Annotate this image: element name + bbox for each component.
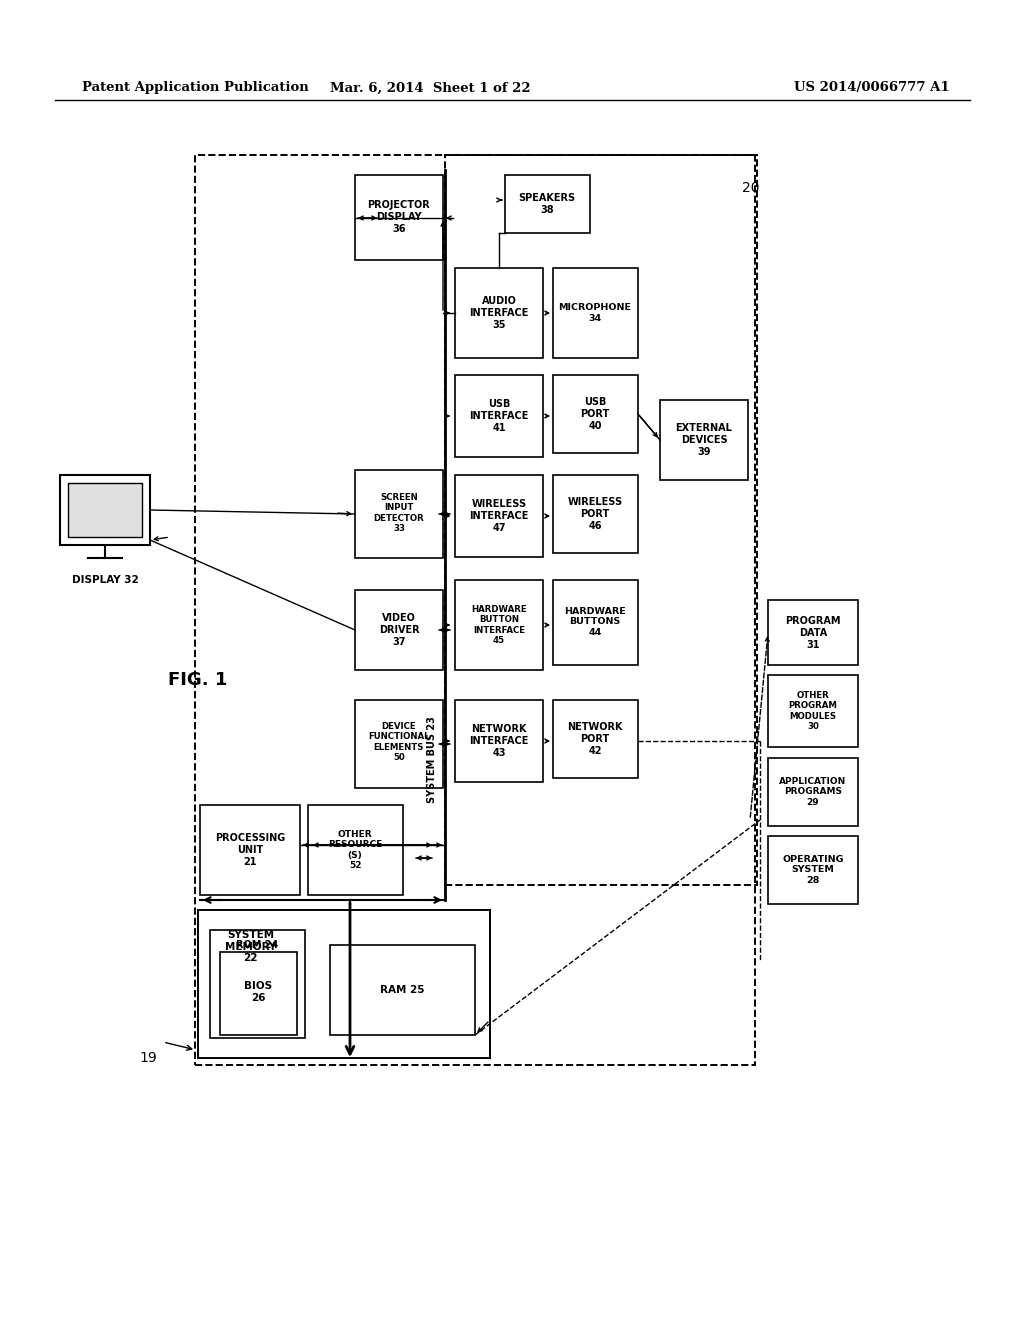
Bar	[195, 154, 755, 1065]
Text: WIRELESS
PORT
46: WIRELESS PORT 46	[567, 498, 623, 531]
Bar	[210, 931, 305, 1038]
Text: FIG. 1: FIG. 1	[168, 671, 227, 689]
Text: NETWORK
INTERFACE
43: NETWORK INTERFACE 43	[469, 725, 528, 758]
Bar	[355, 470, 443, 558]
Text: VIDEO
DRIVER
37: VIDEO DRIVER 37	[379, 614, 419, 647]
Bar	[768, 675, 858, 747]
Text: DEVICE
FUNCTIONAL
ELEMENTS
50: DEVICE FUNCTIONAL ELEMENTS 50	[369, 722, 430, 762]
Bar	[553, 700, 638, 777]
Text: SYSTEM BUS 23: SYSTEM BUS 23	[427, 717, 437, 804]
Bar	[200, 805, 300, 895]
Bar	[505, 176, 590, 234]
Text: NETWORK
PORT
42: NETWORK PORT 42	[567, 722, 623, 755]
Bar	[355, 700, 443, 788]
Text: PROJECTOR
DISPLAY
36: PROJECTOR DISPLAY 36	[368, 201, 430, 234]
Bar	[768, 601, 858, 665]
Text: USB
PORT
40: USB PORT 40	[581, 397, 609, 430]
Text: PROCESSING
UNIT
21: PROCESSING UNIT 21	[215, 833, 285, 867]
Text: WIRELESS
INTERFACE
47: WIRELESS INTERFACE 47	[469, 499, 528, 532]
Text: Mar. 6, 2014  Sheet 1 of 22: Mar. 6, 2014 Sheet 1 of 22	[330, 82, 530, 95]
Text: USB
INTERFACE
41: USB INTERFACE 41	[469, 400, 528, 433]
Bar	[445, 154, 757, 884]
Text: EXTERNAL
DEVICES
39: EXTERNAL DEVICES 39	[676, 424, 732, 457]
Bar	[198, 909, 490, 1059]
Bar	[455, 700, 543, 781]
Text: OTHER
PROGRAM
MODULES
30: OTHER PROGRAM MODULES 30	[788, 690, 838, 731]
Text: SPEAKERS
38: SPEAKERS 38	[518, 193, 575, 215]
Text: AUDIO
INTERFACE
35: AUDIO INTERFACE 35	[469, 297, 528, 330]
Bar	[768, 758, 858, 826]
Text: HARDWARE
BUTTON
INTERFACE
45: HARDWARE BUTTON INTERFACE 45	[471, 605, 526, 645]
Text: ROM 24: ROM 24	[236, 940, 279, 950]
Text: 19: 19	[139, 1051, 157, 1065]
Text: RAM 25: RAM 25	[380, 985, 424, 995]
Text: HARDWARE
BUTTONS
44: HARDWARE BUTTONS 44	[564, 607, 626, 636]
Text: DISPLAY 32: DISPLAY 32	[72, 576, 138, 585]
Bar	[455, 579, 543, 671]
Bar	[330, 945, 475, 1035]
Bar	[660, 400, 748, 480]
Bar	[768, 836, 858, 904]
Bar	[553, 268, 638, 358]
Bar	[220, 952, 297, 1035]
Bar	[455, 375, 543, 457]
Bar	[553, 579, 638, 665]
Bar	[455, 268, 543, 358]
Text: APPLICATION
PROGRAMS
29: APPLICATION PROGRAMS 29	[779, 777, 847, 807]
Text: Patent Application Publication: Patent Application Publication	[82, 82, 309, 95]
Text: 20: 20	[742, 181, 760, 195]
Text: SYSTEM
MEMORY
22: SYSTEM MEMORY 22	[225, 931, 276, 964]
Text: BIOS
26: BIOS 26	[244, 981, 272, 1003]
Text: OTHER
RESOURCE
(S)
52: OTHER RESOURCE (S) 52	[328, 830, 382, 870]
Text: PROGRAM
DATA
31: PROGRAM DATA 31	[785, 616, 841, 649]
Bar	[355, 176, 443, 260]
Text: US 2014/0066777 A1: US 2014/0066777 A1	[795, 82, 950, 95]
Bar	[455, 475, 543, 557]
Bar	[355, 590, 443, 671]
Bar	[553, 475, 638, 553]
Bar	[553, 375, 638, 453]
Text: SCREEN
INPUT
DETECTOR
33: SCREEN INPUT DETECTOR 33	[374, 492, 424, 533]
Text: MICROPHONE
34: MICROPHONE 34	[558, 304, 632, 322]
Bar	[60, 475, 150, 545]
Bar	[68, 483, 142, 537]
Bar	[308, 805, 403, 895]
Text: OPERATING
SYSTEM
28: OPERATING SYSTEM 28	[782, 855, 844, 884]
